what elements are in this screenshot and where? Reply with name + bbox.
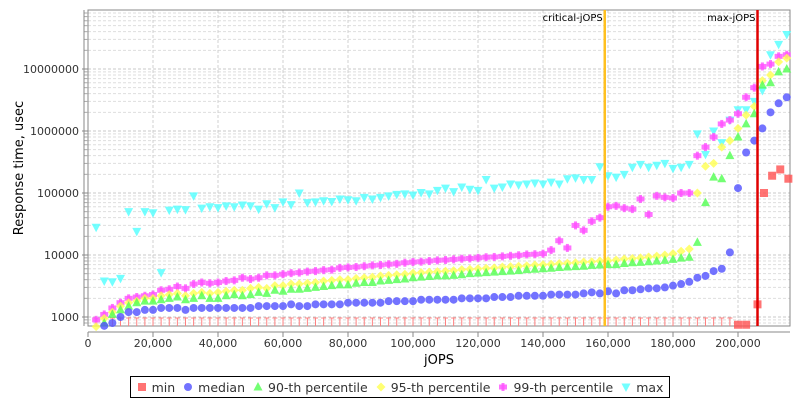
x-tick-label: 20,000 bbox=[134, 337, 173, 350]
series-90-th-percentile bbox=[99, 64, 792, 327]
plot-border bbox=[87, 9, 791, 327]
series-median bbox=[100, 93, 791, 330]
legend-diamond-icon bbox=[376, 382, 386, 392]
legend-label: 95-th percentile bbox=[390, 379, 491, 395]
y-tick-label: 10000000 bbox=[23, 63, 79, 76]
x-tick-label: 80,000 bbox=[329, 337, 368, 350]
y-tick-label: 10000 bbox=[44, 249, 79, 262]
x-tick-label: 140,000 bbox=[520, 337, 566, 350]
series-max bbox=[91, 31, 792, 287]
grid-lines bbox=[87, 10, 790, 326]
legend-label: 99-th percentile bbox=[513, 379, 614, 395]
legend-triangle-down-icon bbox=[621, 383, 631, 392]
x-tick-label: 0 bbox=[85, 337, 92, 350]
legend-square-icon bbox=[137, 383, 146, 391]
legend-label: 90-th percentile bbox=[268, 379, 368, 395]
legend-label: median bbox=[198, 379, 245, 395]
legend-item: 95-th percentile bbox=[376, 379, 491, 395]
x-tick-label: 200,000 bbox=[715, 337, 761, 350]
x-tick-label: 120,000 bbox=[455, 337, 501, 350]
legend-item: median bbox=[183, 380, 245, 395]
annotation-label: critical-jOPS bbox=[543, 13, 603, 24]
annotation-label: max-jOPS bbox=[707, 13, 755, 24]
x-tick-label: 100,000 bbox=[390, 337, 436, 350]
data-points bbox=[91, 31, 793, 332]
legend-triangle-up-icon bbox=[253, 382, 263, 391]
series-min bbox=[734, 165, 793, 329]
series-99-th-percentile bbox=[92, 50, 791, 324]
legend-item: max bbox=[621, 380, 663, 395]
legend-item: 99-th percentile bbox=[498, 380, 613, 395]
legend-label: min bbox=[151, 379, 176, 395]
x-tick-label: 180,000 bbox=[650, 337, 696, 350]
y-tick-label: 100000 bbox=[37, 187, 79, 200]
legend-item: min bbox=[137, 379, 176, 395]
annotation-lines: critical-jOPS max-jOPS bbox=[543, 10, 759, 326]
legend-item: 90-th percentile bbox=[253, 380, 368, 395]
y-tick-label: 1000000 bbox=[30, 125, 79, 138]
x-tick-label: 60,000 bbox=[264, 337, 303, 350]
legend: min median 90-th percentile 95-th percentil… bbox=[130, 376, 670, 398]
y-axis: 1000 10000 100000 1000000 10000000 bbox=[23, 10, 88, 326]
y-axis-title: Response time, usec bbox=[12, 101, 27, 235]
y-tick-label: 1000 bbox=[51, 311, 79, 324]
x-tick-label: 160,000 bbox=[585, 337, 631, 350]
legend-circle-icon bbox=[184, 383, 193, 391]
legend-square-plus-icon bbox=[499, 383, 508, 391]
min-stubs bbox=[93, 317, 733, 326]
x-axis-title: jOPS bbox=[423, 353, 454, 368]
legend-label: max bbox=[636, 379, 664, 395]
x-tick-label: 40,000 bbox=[199, 337, 238, 350]
x-axis: 0 20,000 40,000 60,000 80,000 100,000 120,000 1… bbox=[85, 331, 790, 350]
